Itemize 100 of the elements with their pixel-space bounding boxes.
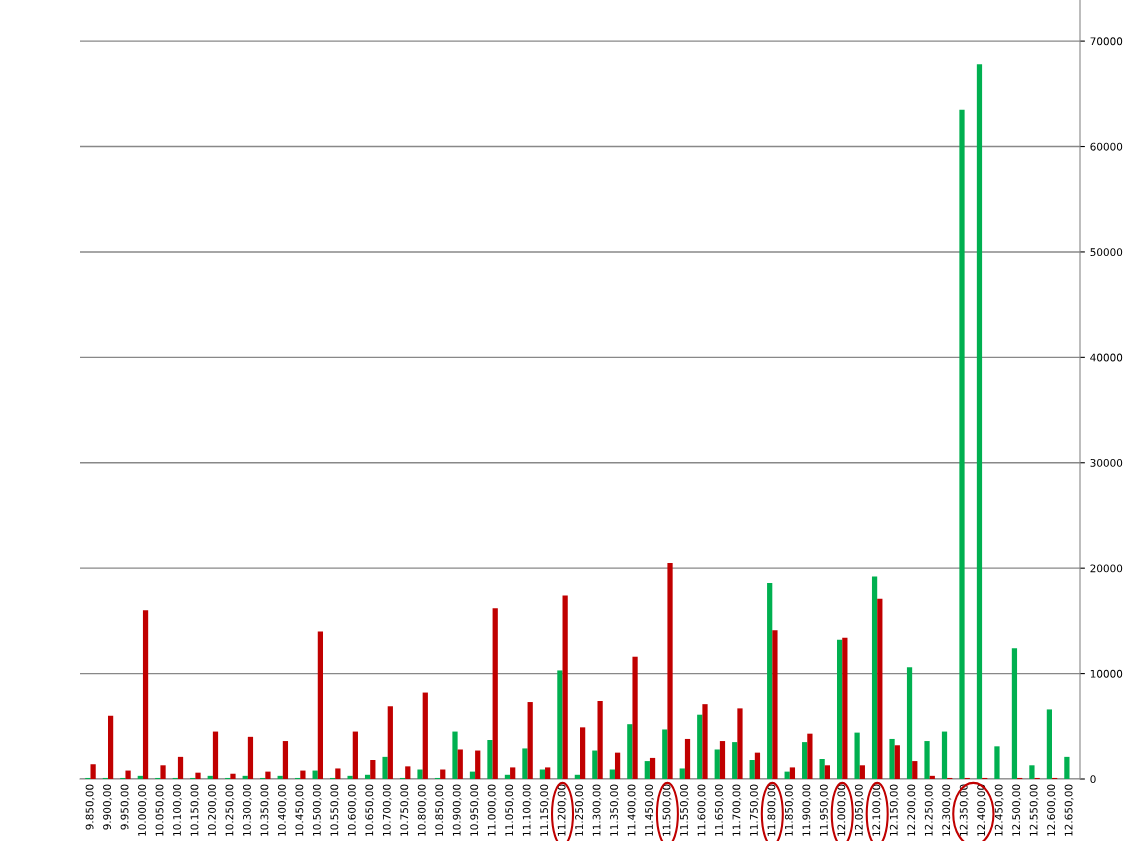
x-tick-label: 10.800,00 [417, 784, 427, 836]
x-tick-label: 11.700,00 [732, 784, 742, 836]
bar [475, 750, 481, 779]
bar [457, 749, 463, 779]
bar [684, 738, 691, 779]
bar [784, 771, 790, 779]
bar [719, 741, 726, 779]
x-tick-label: 12.050,00 [854, 784, 864, 836]
bar [195, 772, 201, 779]
bar [877, 598, 883, 779]
bar [842, 637, 848, 779]
bar [282, 741, 289, 779]
bar [1046, 709, 1053, 779]
bar [452, 731, 458, 779]
bar [976, 64, 983, 779]
bar [125, 770, 131, 779]
bar [539, 769, 546, 779]
bar [440, 769, 446, 779]
x-tick-label: 11.550,00 [680, 784, 689, 836]
bar [387, 706, 393, 779]
bar [160, 765, 166, 779]
bar [859, 765, 865, 779]
x-tick-label: 11.200,00 [557, 784, 567, 836]
x-tick-label: 11.750,00 [749, 784, 759, 836]
bar [807, 733, 813, 779]
bar [632, 656, 638, 779]
x-tick-label: 11.450,00 [645, 784, 655, 836]
bar [247, 736, 254, 779]
bar [1011, 648, 1018, 779]
bar [142, 610, 149, 779]
x-tick-label: 11.400,00 [627, 784, 637, 836]
bar [422, 692, 428, 779]
x-tick-label: 11.250,00 [575, 784, 585, 836]
bar [177, 756, 184, 779]
x-tick-label: 10.700,00 [382, 784, 392, 836]
x-tick-label: 12.600,00 [1047, 784, 1057, 836]
x-tick-label: 12.200,00 [907, 784, 917, 836]
bar [300, 770, 306, 779]
x-tick-label: 11.900,00 [802, 784, 812, 836]
bar [347, 775, 353, 779]
bar [667, 562, 673, 779]
x-tick-label: 10.100,00 [173, 784, 182, 836]
x-tick-label: 11.000,00 [487, 784, 497, 836]
x-tick-label: 10.250,00 [225, 784, 235, 836]
bar [679, 768, 685, 779]
bar [317, 631, 324, 779]
bar [889, 738, 895, 779]
bar [510, 767, 516, 779]
bar [492, 608, 498, 779]
bar [212, 731, 219, 779]
x-tick-label: 10.200,00 [208, 784, 217, 836]
bar [382, 756, 388, 779]
bar [527, 702, 533, 779]
bar [230, 773, 236, 779]
bar [1064, 756, 1070, 779]
x-tick-label: 12.100,00 [872, 784, 882, 836]
bar [574, 774, 580, 779]
x-tick-label: 9.900,00 [103, 784, 113, 830]
y-tick-label: 50000 [1090, 248, 1123, 257]
bar [469, 771, 476, 779]
bar [697, 714, 703, 779]
y-tick-label: 20000 [1090, 564, 1123, 573]
bar [732, 742, 738, 779]
bar [352, 731, 358, 779]
bar [789, 767, 796, 779]
bar [824, 765, 830, 779]
bar [924, 741, 930, 779]
y-tick-label: 60000 [1090, 142, 1123, 151]
bar [941, 731, 948, 779]
x-tick-label: 11.500,00 [662, 784, 672, 836]
x-tick-label: 10.150,00 [190, 784, 200, 836]
bar [871, 576, 878, 779]
bar [487, 740, 493, 779]
x-tick-label: 10.350,00 [260, 784, 270, 836]
x-tick-label: 12.500,00 [1012, 784, 1022, 836]
bar [504, 774, 511, 779]
x-tick-label: 11.650,00 [715, 784, 724, 836]
y-tick-label: 0 [1090, 775, 1096, 784]
x-tick-label: 12.350,00 [959, 784, 969, 836]
bar [370, 760, 376, 779]
x-tick-label: 10.400,00 [277, 784, 287, 836]
x-tick-label: 12.650,00 [1064, 784, 1074, 836]
x-tick-label: 10.550,00 [330, 784, 340, 836]
bar [644, 761, 650, 779]
bar [836, 639, 843, 779]
x-tick-label: 11.800,00 [767, 784, 777, 836]
bar [417, 769, 423, 779]
x-tick-label: 11.850,00 [784, 784, 794, 836]
bar [802, 742, 808, 779]
x-tick-label: 11.350,00 [610, 784, 620, 836]
bar [592, 750, 598, 779]
y-tick-label: 70000 [1090, 37, 1123, 46]
bar [609, 769, 615, 779]
x-tick-label: 10.300,00 [242, 784, 252, 836]
x-tick-label: 10.950,00 [470, 784, 480, 836]
x-tick-label: 10.650,00 [365, 784, 375, 836]
x-tick-label: 12.550,00 [1029, 784, 1039, 836]
x-tick-label: 11.950,00 [819, 784, 829, 836]
bar [557, 670, 563, 779]
bar [335, 768, 341, 779]
